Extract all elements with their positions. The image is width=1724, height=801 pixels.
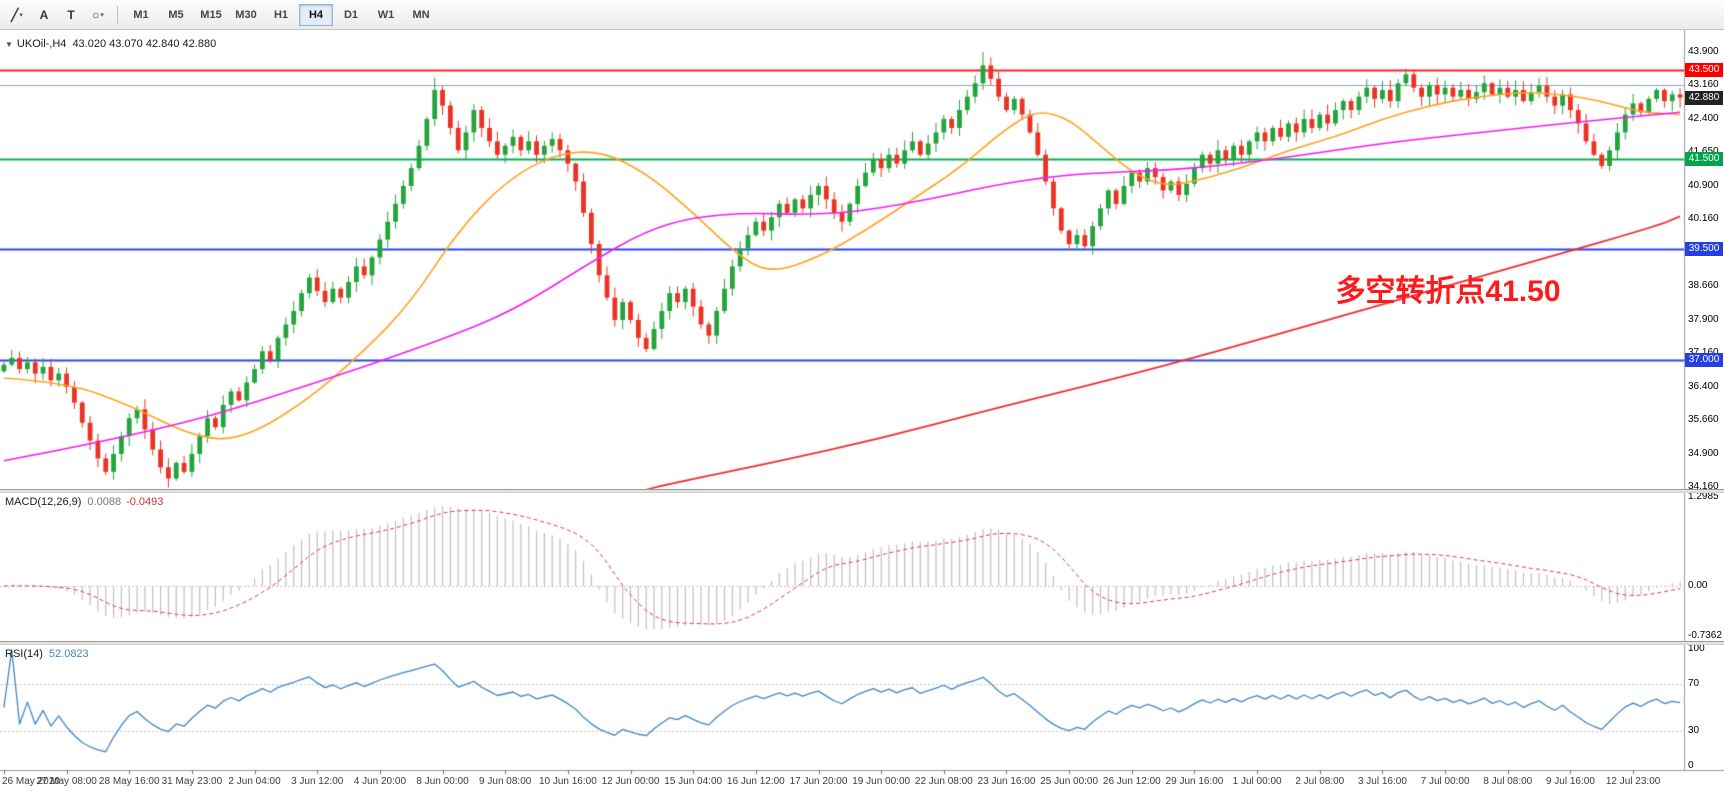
timeframe-button-m30[interactable]: M30: [235, 8, 257, 21]
timeframe-button-m5[interactable]: M5: [168, 8, 184, 21]
tool-shapes-tool-button[interactable]: ○ ▾: [85, 3, 111, 27]
timeframe-button-h1[interactable]: H1: [273, 8, 289, 21]
line-studies-icon: ╱: [11, 7, 19, 22]
chart-window: ▼ UKOil-,H4 43.020 43.070 42.840 42.880 MA…: [0, 30, 1724, 801]
pane-separator-rsi[interactable]: [0, 641, 1724, 645]
timeframe-button-w1[interactable]: W1: [377, 8, 395, 21]
timeframe-button-m15[interactable]: M15: [200, 8, 222, 21]
chevron-down-icon: ▾: [19, 11, 23, 19]
toolbar: ╱ ▾ A T ○ ▾ M1 M5 M15 M30 H1 H4 D1 W1 MN: [0, 0, 1724, 30]
text-tool-icon: A: [39, 7, 49, 22]
tool-label-tool-button[interactable]: T: [58, 3, 84, 27]
shapes-tool-icon: ○: [92, 7, 100, 22]
tool-text-tool-button[interactable]: A: [31, 3, 57, 27]
timeframe-button-h4[interactable]: H4: [299, 3, 333, 26]
label-tool-icon: T: [67, 7, 75, 22]
toolbar-separator: [117, 5, 118, 24]
timeframe-button-d1[interactable]: D1: [343, 8, 359, 21]
timeframe-button-m1[interactable]: M1: [133, 8, 149, 21]
pane-separator-macd[interactable]: [0, 489, 1724, 493]
chevron-down-icon: ▾: [100, 11, 104, 19]
timeframe-button-mn[interactable]: MN: [412, 8, 430, 21]
chart-menu-icon[interactable]: ▼: [5, 40, 13, 49]
chart-canvas[interactable]: [0, 30, 1724, 801]
tool-line-studies-button[interactable]: ╱ ▾: [4, 3, 30, 27]
